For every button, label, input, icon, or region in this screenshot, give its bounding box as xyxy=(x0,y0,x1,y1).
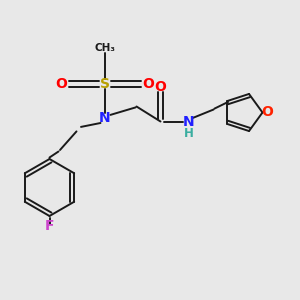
Text: CH₃: CH₃ xyxy=(94,43,116,53)
Text: O: O xyxy=(154,80,166,94)
Text: H: H xyxy=(184,127,193,140)
Text: F: F xyxy=(45,220,54,233)
Text: N: N xyxy=(99,112,111,125)
Text: O: O xyxy=(56,77,68,91)
Text: O: O xyxy=(142,77,154,91)
Text: N: N xyxy=(183,115,194,128)
Text: S: S xyxy=(100,77,110,91)
Text: O: O xyxy=(261,106,273,119)
